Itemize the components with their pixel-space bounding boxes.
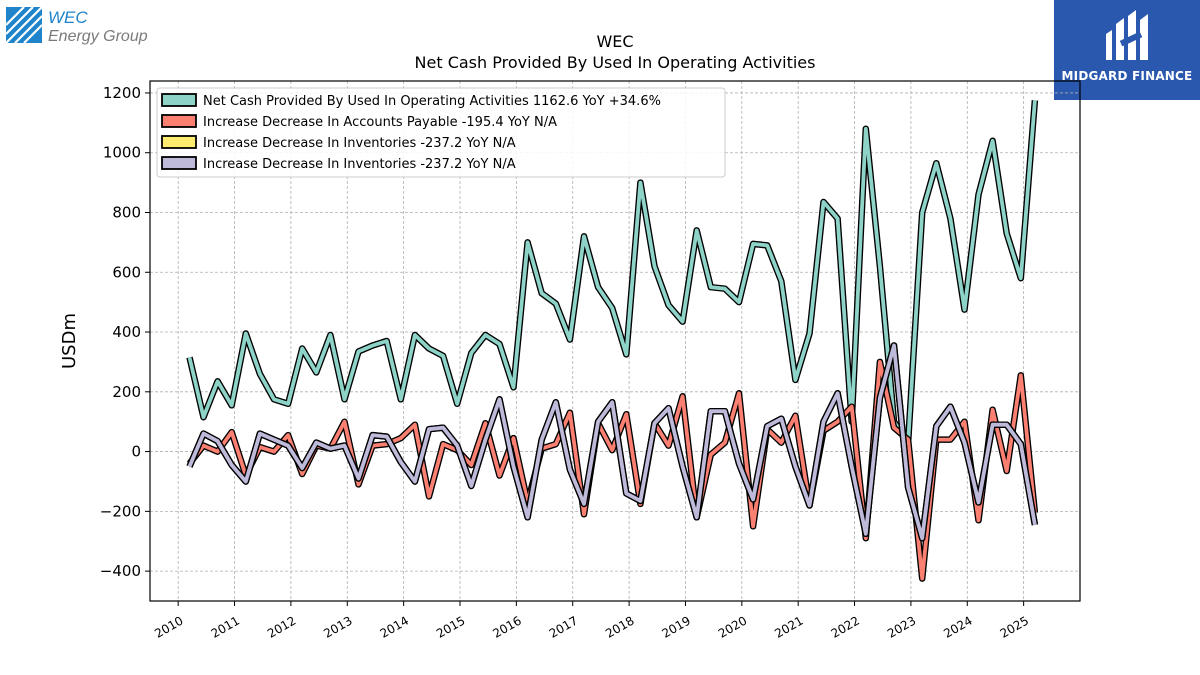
y-axis-label: USDm bbox=[59, 313, 80, 369]
x-tick-label: 2022 bbox=[829, 613, 862, 640]
y-axis: −400 −200 0 200 400 600 800 1000 1200 bbox=[100, 84, 150, 580]
legend-box bbox=[156, 87, 726, 178]
legend-item: Net Cash Provided By Used In Operating A… bbox=[161, 93, 661, 109]
x-tick-label: 2020 bbox=[716, 613, 749, 640]
x-tick-label: 2023 bbox=[885, 613, 918, 640]
x-axis: 2010 2011 2012 2013 2014 2015 2016 2017 2018 2019… bbox=[152, 601, 1031, 641]
series-3 bbox=[186, 342, 1039, 542]
x-tick-label: 2021 bbox=[772, 613, 805, 640]
wec-logo-mark: WEC Energy Group bbox=[5, 6, 148, 45]
x-tick-label: 2025 bbox=[998, 613, 1031, 640]
legend-label: Increase Decrease In Inventories -237.2 … bbox=[203, 157, 516, 172]
y-tick-label: 200 bbox=[112, 383, 141, 401]
legend-item: Increase Decrease In Accounts Payable -1… bbox=[161, 114, 557, 130]
legend-swatch bbox=[161, 135, 197, 149]
wec-logo: WEC Energy Group bbox=[4, 4, 174, 48]
x-tick-label: 2019 bbox=[660, 613, 693, 640]
y-tick-label: 1200 bbox=[103, 84, 141, 102]
wec-logo-line2: Energy Group bbox=[48, 28, 148, 45]
y-tick-label: 400 bbox=[112, 323, 141, 341]
wec-logo-line1: WEC bbox=[48, 8, 88, 27]
x-tick-label: 2018 bbox=[603, 613, 636, 640]
midgard-finance-logo-mark bbox=[1106, 10, 1148, 60]
x-tick-label: 2014 bbox=[378, 613, 411, 640]
y-tick-label: 1000 bbox=[103, 144, 141, 162]
y-tick-label: 600 bbox=[112, 263, 141, 281]
legend-swatch bbox=[161, 93, 197, 107]
legend-item: Increase Decrease In Inventories -237.2 … bbox=[161, 156, 516, 172]
legend: Net Cash Provided By Used In Operating A… bbox=[156, 87, 726, 178]
chart-title: WEC bbox=[596, 32, 633, 51]
legend-label: Net Cash Provided By Used In Operating A… bbox=[203, 94, 661, 109]
x-tick-label: 2024 bbox=[941, 613, 974, 640]
midgard-finance-brand-text: MIDGARD FINANCE bbox=[1061, 69, 1193, 83]
x-tick-label: 2017 bbox=[547, 613, 580, 640]
midgard-finance-logo: MIDGARD FINANCE bbox=[1054, 0, 1200, 100]
x-tick-label: 2012 bbox=[265, 613, 298, 640]
plot-frame bbox=[149, 80, 1081, 602]
y-tick-label: 0 bbox=[131, 443, 141, 461]
legend-swatch bbox=[161, 114, 197, 128]
y-tick-label: −200 bbox=[100, 502, 141, 520]
legend-item: Increase Decrease In Inventories -237.2 … bbox=[161, 135, 516, 151]
x-tick-label: 2015 bbox=[434, 613, 467, 640]
x-tick-label: 2010 bbox=[152, 613, 185, 640]
x-tick-label: 2011 bbox=[209, 613, 242, 640]
legend-swatch bbox=[161, 156, 197, 170]
y-tick-label: 800 bbox=[112, 203, 141, 221]
y-tick-label: −400 bbox=[100, 562, 141, 580]
x-tick-label: 2016 bbox=[490, 613, 523, 640]
series-layer bbox=[186, 100, 1039, 582]
chart-subtitle: Net Cash Provided By Used In Operating A… bbox=[415, 53, 816, 72]
legend-label: Increase Decrease In Inventories -237.2 … bbox=[203, 136, 516, 151]
series-line bbox=[187, 343, 1037, 541]
x-tick-label: 2013 bbox=[321, 613, 354, 640]
legend-label: Increase Decrease In Accounts Payable -1… bbox=[203, 115, 557, 130]
